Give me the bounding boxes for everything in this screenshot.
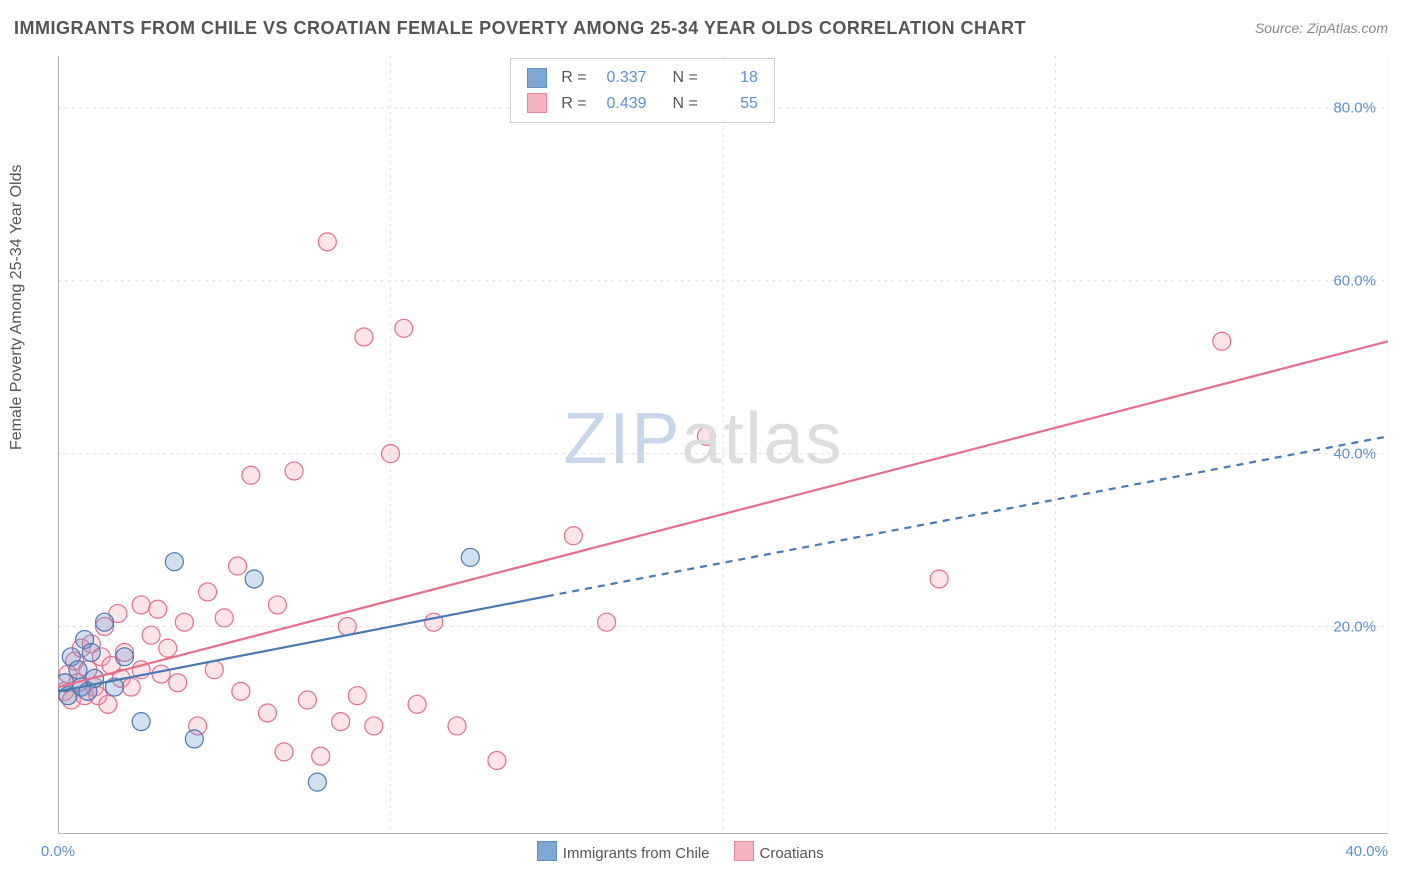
- x-axis-legend: Immigrants from Chile Croatians: [537, 841, 824, 862]
- y-tick-label: 60.0%: [1333, 272, 1376, 289]
- r-label: R =: [561, 91, 586, 117]
- swatch-pink-icon: [527, 93, 547, 113]
- y-tick-label: 80.0%: [1333, 99, 1376, 116]
- scatter-plot: ZIPatlas R = 0.337 N = 18 R = 0.439 N = …: [58, 56, 1388, 834]
- legend-label-pink: Croatians: [760, 845, 824, 862]
- r-value-blue: 0.337: [595, 65, 647, 91]
- stats-row-blue: R = 0.337 N = 18: [527, 65, 758, 91]
- n-label: N =: [673, 65, 698, 91]
- chart-title: IMMIGRANTS FROM CHILE VS CROATIAN FEMALE…: [14, 18, 1026, 39]
- r-value-pink: 0.439: [595, 91, 647, 117]
- correlation-stats-box: R = 0.337 N = 18 R = 0.439 N = 55: [510, 58, 775, 123]
- n-value-pink: 55: [706, 91, 758, 117]
- legend-item-pink: Croatians: [734, 841, 824, 862]
- y-tick-label: 40.0%: [1333, 445, 1376, 462]
- swatch-blue-icon: [527, 68, 547, 88]
- swatch-pink-icon: [734, 841, 754, 861]
- x-tick-label: 40.0%: [1345, 843, 1388, 860]
- y-tick-label: 20.0%: [1333, 618, 1376, 635]
- r-label: R =: [561, 65, 586, 91]
- legend-item-blue: Immigrants from Chile: [537, 841, 710, 862]
- legend-label-blue: Immigrants from Chile: [563, 845, 710, 862]
- plot-svg: [58, 56, 1388, 834]
- x-tick-label: 0.0%: [41, 843, 75, 860]
- n-label: N =: [673, 91, 698, 117]
- y-axis-label: Female Poverty Among 25-34 Year Olds: [8, 165, 26, 451]
- swatch-blue-icon: [537, 841, 557, 861]
- stats-row-pink: R = 0.439 N = 55: [527, 91, 758, 117]
- source-attribution: Source: ZipAtlas.com: [1255, 20, 1388, 36]
- n-value-blue: 18: [706, 65, 758, 91]
